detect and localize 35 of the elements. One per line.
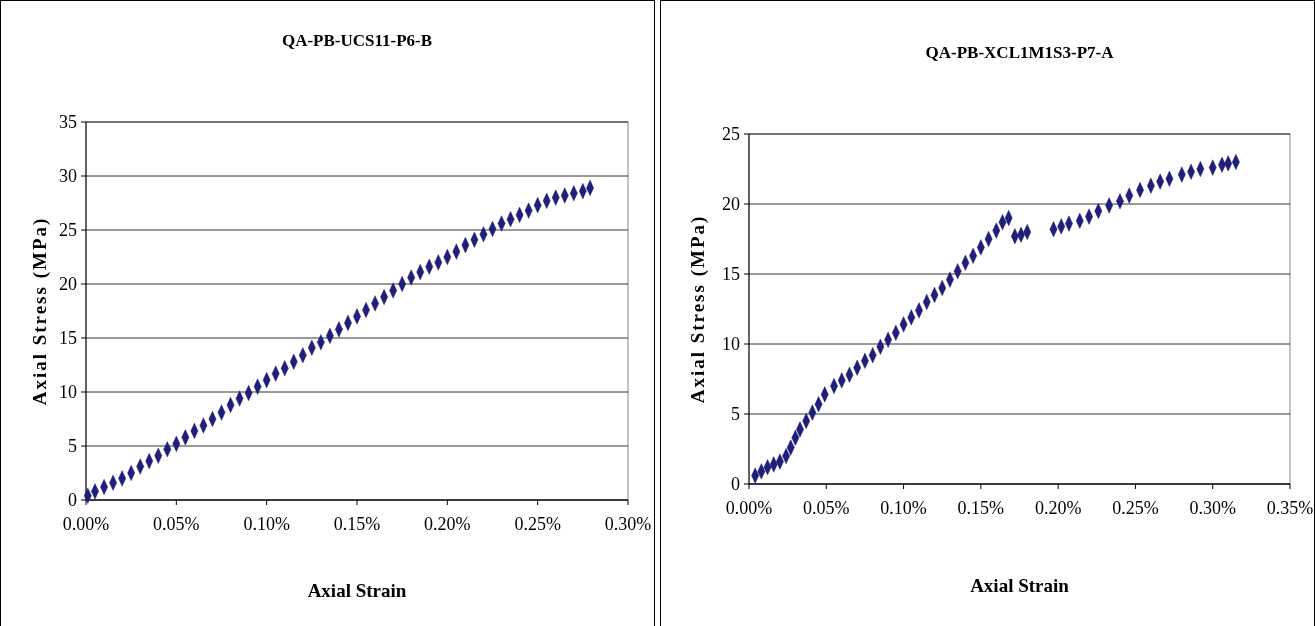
x-tick-label: 0.25% [514, 514, 561, 534]
x-tick-label: 0.10% [243, 514, 290, 534]
y-tick-label: 25 [722, 124, 740, 145]
y-tick-label: 5 [731, 404, 740, 425]
y-tick-label: 20 [59, 274, 77, 295]
y-axis-title: Axial Stress (MPa) [687, 214, 709, 404]
chart-title: QA-PB-UCS11-P6-B [281, 31, 433, 50]
y-tick-label: 15 [59, 328, 77, 349]
x-tick-label: 0.10% [880, 498, 927, 518]
x-tick-label: 0.15% [333, 514, 381, 534]
y-tick-label: 15 [722, 264, 740, 285]
x-tick-label: 0.05% [803, 498, 850, 518]
x-tick-label: 0.00% [725, 498, 773, 518]
y-tick-label: 0 [731, 474, 740, 495]
y-tick-label: 30 [59, 166, 77, 187]
y-tick-label: 10 [722, 334, 740, 355]
x-tick-label: 0.20% [424, 514, 471, 534]
y-tick-label: 0 [68, 490, 77, 511]
y-tick-label: 35 [59, 112, 77, 133]
x-tick-label: 0.00% [62, 514, 110, 534]
y-axis-title: Axial Stress (MPa) [29, 216, 51, 406]
x-tick-label: 0.20% [1034, 498, 1082, 518]
y-tick-label: 10 [59, 382, 77, 403]
x-tick-label: 0.05% [153, 514, 200, 534]
x-tick-label: 0.30% [604, 514, 652, 534]
x-tick-label: 0.35% [1266, 498, 1314, 518]
chart-title: QA-PB-XCL1M1S3-P7-A [925, 43, 1115, 62]
x-tick-label: 0.30% [1189, 498, 1236, 518]
x-axis-title: Axial Strain [307, 580, 407, 601]
y-tick-label: 25 [59, 220, 77, 241]
x-tick-label: 0.25% [1112, 498, 1159, 518]
x-tick-label: 0.15% [957, 498, 1005, 518]
y-tick-label: 5 [68, 436, 77, 457]
x-axis-title: Axial Strain [970, 575, 1070, 596]
y-tick-label: 20 [722, 194, 740, 215]
